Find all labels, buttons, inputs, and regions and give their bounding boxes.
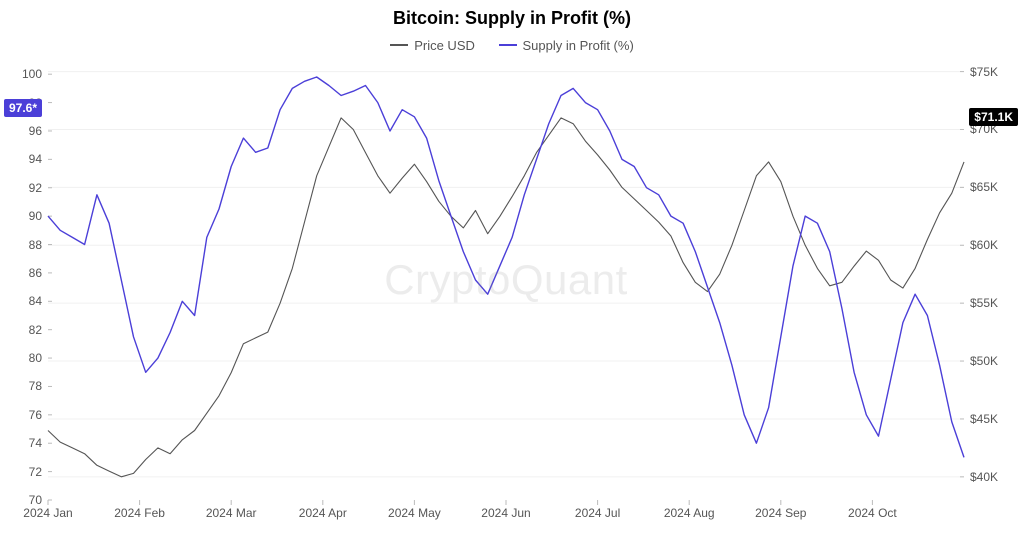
legend-label-price: Price USD <box>414 38 475 53</box>
y-right-tick-label: $60K <box>968 238 1024 252</box>
left-badge-text: 97.6* <box>9 101 37 115</box>
y-left-tick-label: 86 <box>0 266 44 280</box>
y-axis-right-labels: $40K$45K$50K$55K$60K$65K$70K$75K <box>968 60 1024 500</box>
y-left-tick-label: 96 <box>0 124 44 138</box>
series-supply_in_profit <box>48 77 964 457</box>
legend-label-supply: Supply in Profit (%) <box>523 38 634 53</box>
y-left-tick-label: 72 <box>0 465 44 479</box>
legend-swatch-price <box>390 44 408 46</box>
x-tick-label: 2024 Aug <box>664 506 715 520</box>
x-axis-labels: 2024 Jan2024 Feb2024 Mar2024 Apr2024 May… <box>48 506 964 526</box>
x-tick-label: 2024 Apr <box>299 506 347 520</box>
y-left-tick-label: 88 <box>0 238 44 252</box>
chart-title: Bitcoin: Supply in Profit (%) <box>0 8 1024 29</box>
x-tick-label: 2024 Jan <box>23 506 72 520</box>
y-right-tick-label: $40K <box>968 470 1024 484</box>
x-tick-label: 2024 Feb <box>114 506 165 520</box>
x-tick-label: 2024 Oct <box>848 506 897 520</box>
right-badge-text: $71.1K <box>974 110 1013 124</box>
x-tick-label: 2024 Jun <box>481 506 530 520</box>
y-left-tick-label: 80 <box>0 351 44 365</box>
y-right-tick-label: $75K <box>968 65 1024 79</box>
legend-item-price[interactable]: Price USD <box>390 38 475 53</box>
y-left-tick-label: 94 <box>0 152 44 166</box>
x-tick-label: 2024 Jul <box>575 506 620 520</box>
y-left-tick-label: 76 <box>0 408 44 422</box>
y-left-tick-label: 78 <box>0 379 44 393</box>
y-right-tick-label: $65K <box>968 180 1024 194</box>
y-right-tick-label: $55K <box>968 296 1024 310</box>
chart-container: Bitcoin: Supply in Profit (%) Price USD … <box>0 0 1024 550</box>
y-right-tick-label: $50K <box>968 354 1024 368</box>
y-left-tick-label: 90 <box>0 209 44 223</box>
y-left-tick-label: 84 <box>0 294 44 308</box>
plot-svg <box>48 60 964 500</box>
y-axis-left-labels: 707274767880828486889092949698100 <box>0 60 44 500</box>
x-tick-label: 2024 May <box>388 506 441 520</box>
y-left-tick-label: 92 <box>0 181 44 195</box>
legend-swatch-supply <box>499 44 517 46</box>
series-price_usd <box>48 118 964 477</box>
left-value-badge: 97.6* <box>4 99 42 117</box>
y-left-tick-label: 82 <box>0 323 44 337</box>
x-tick-label: 2024 Mar <box>206 506 257 520</box>
y-right-tick-label: $45K <box>968 412 1024 426</box>
y-left-tick-label: 74 <box>0 436 44 450</box>
legend-item-supply[interactable]: Supply in Profit (%) <box>499 38 634 53</box>
x-tick-label: 2024 Sep <box>755 506 806 520</box>
chart-legend: Price USD Supply in Profit (%) <box>0 34 1024 53</box>
right-value-badge: $71.1K <box>969 108 1018 126</box>
plot-area: CryptoQuant <box>48 60 964 500</box>
y-left-tick-label: 100 <box>0 67 44 81</box>
y-left-tick-label: 70 <box>0 493 44 507</box>
